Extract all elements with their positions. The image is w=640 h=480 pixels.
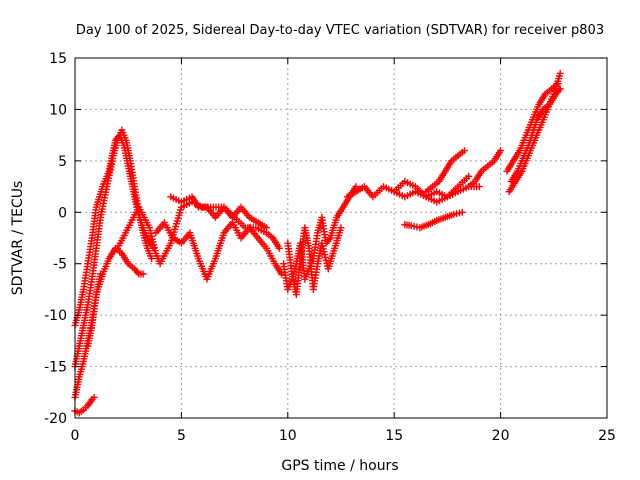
series-track-g [152,219,285,283]
series-track-m [401,208,466,232]
plot-frame [74,57,608,419]
data-point [460,147,468,155]
data-point [497,147,505,155]
data-points [71,69,564,417]
y-tick-label: -10 [44,308,67,324]
y-tick-label: -20 [44,411,67,427]
series-track-e [84,270,105,350]
data-point [337,224,345,232]
x-tick-label: 5 [177,428,186,444]
data-point [275,244,283,252]
x-tick-label: 20 [492,428,510,444]
series-track-h [167,193,271,232]
series-track-d [71,393,98,417]
x-tick-label: 10 [279,428,297,444]
data-point [458,208,466,216]
x-axis-label: GPS time / hours [281,458,398,474]
data-point [90,393,98,401]
data-point [97,270,105,278]
x-tick-label: 15 [385,428,403,444]
data-point [465,172,473,180]
y-tick-label: 5 [58,154,67,170]
data-point [87,397,95,405]
series-track-j [284,224,345,299]
y-axis-label: SDTVAR / TECUs [10,181,26,296]
series-track-n [422,147,468,196]
y-tick-label: 0 [58,205,67,221]
x-tick-label: 0 [71,428,80,444]
series-track-o [465,147,505,191]
data-point [139,270,147,278]
chart-title: Day 100 of 2025, Sidereal Day-to-day VTE… [76,23,604,38]
y-tick-label: -5 [53,257,67,273]
data-point [475,183,483,191]
data-point [556,69,564,77]
data-point [263,224,271,232]
series-track-r [507,85,564,185]
series-track-l [390,172,473,206]
data-point [148,255,156,263]
y-tick-label: -15 [44,360,67,376]
y-tick-label: 10 [49,102,67,118]
y-axis-ticks: -20 -15 -10 -5 0 5 10 15 [44,51,607,427]
data-point [556,85,564,93]
x-tick-label: 25 [598,428,616,444]
y-tick-label: 15 [49,51,67,67]
data-point [277,270,285,278]
x-axis-ticks: 0 5 10 15 20 25 [71,58,616,444]
